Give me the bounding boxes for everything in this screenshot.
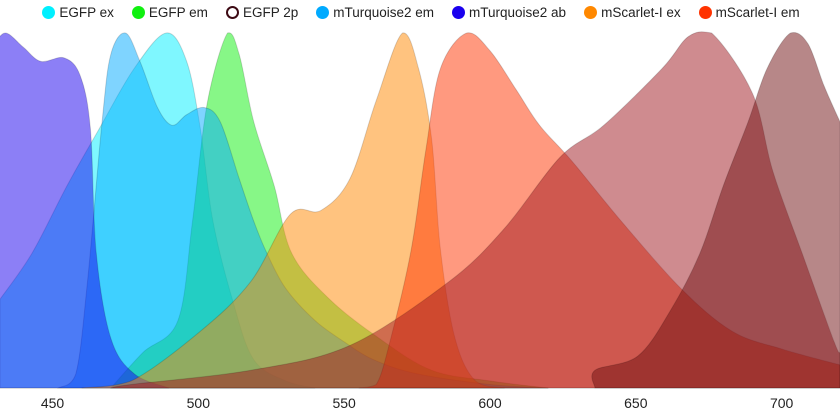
legend-item[interactable]: mScarlet-I ex [584,5,681,20]
legend-item[interactable]: EGFP ex [42,5,114,20]
legend-dot-icon [42,6,56,19]
legend-label: EGFP ex [59,5,114,20]
legend-item[interactable]: mScarlet-I em [698,5,800,20]
legend-dot-icon [452,6,466,19]
legend-label: mScarlet-I em [715,5,800,20]
legend-dot-icon [316,6,330,19]
x-tick-label: 600 [478,395,502,411]
legend-dot-icon [225,6,239,19]
legend-item[interactable]: mTurquoise2 ab [452,5,566,20]
x-tick-label: 650 [624,395,648,411]
legend-label: EGFP 2p [242,5,299,20]
legend-dot-icon [584,6,598,19]
x-tick-label: 450 [41,395,65,411]
x-tick-label: 550 [332,395,356,411]
legend-label: mScarlet-I ex [601,5,681,20]
legend-label: mTurquoise2 em [333,5,435,20]
spectrum-area-4 [0,32,170,389]
legend-item[interactable]: EGFP em [131,5,208,20]
chart-legend: EGFP ex EGFP em EGFP 2p mTurquoise2 em mTurq… [0,5,840,20]
legend-label: EGFP em [148,5,208,20]
legend-item[interactable]: mTurquoise2 em [316,5,434,20]
x-tick-label: 700 [770,395,794,411]
spectrum-area-8 [591,32,840,389]
legend-dot-icon [698,6,712,19]
legend-label: mTurquoise2 ab [469,5,567,20]
legend-dot-icon [131,6,145,19]
x-tick-label: 500 [187,395,211,411]
legend-item[interactable]: EGFP 2p [225,5,299,20]
